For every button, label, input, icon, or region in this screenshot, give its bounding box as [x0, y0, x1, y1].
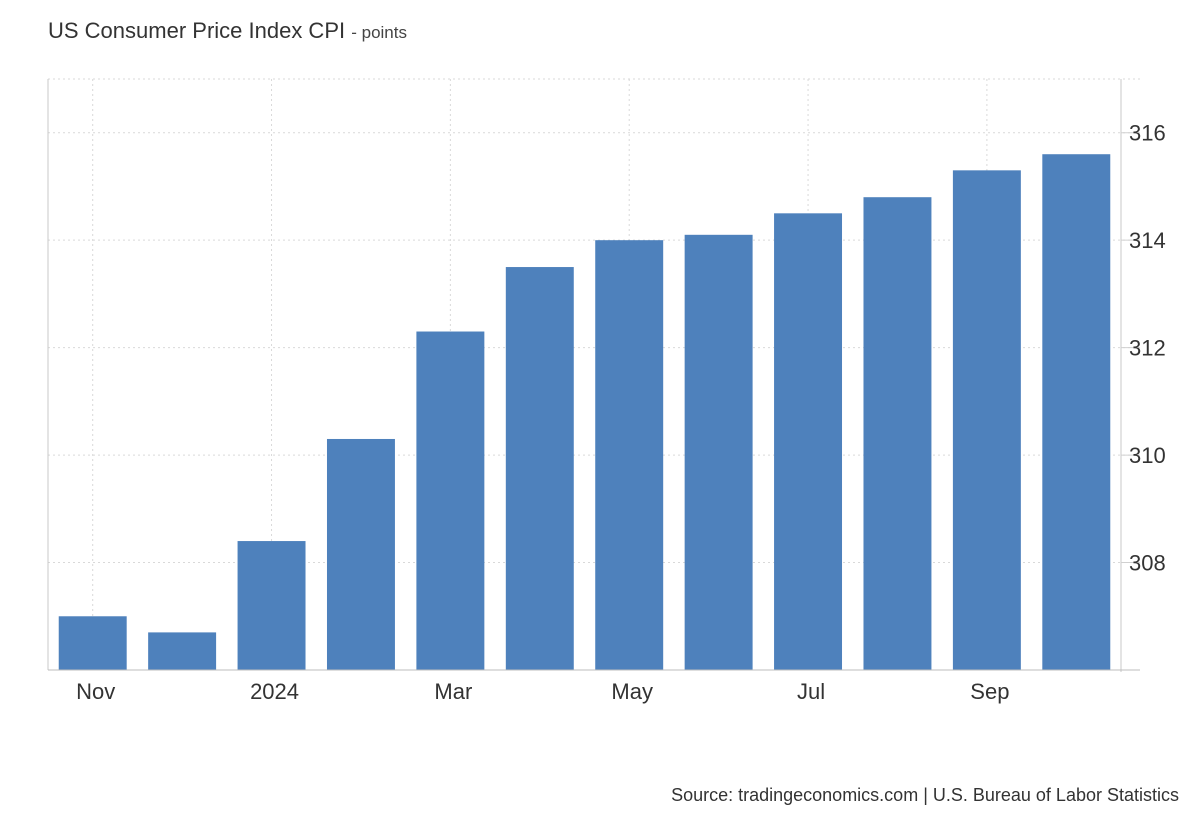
chart-unit: - points	[351, 23, 407, 42]
bar-mar	[416, 331, 485, 670]
bar-dec	[148, 632, 217, 670]
bar-aug	[863, 197, 932, 670]
axes	[47, 79, 1140, 672]
chart-title: US Consumer Price Index CPI - points	[48, 18, 407, 44]
bar-nov	[58, 616, 127, 670]
y-tick-label: 316	[1129, 121, 1166, 146]
bar-jun	[684, 234, 753, 671]
bar-apr	[505, 267, 574, 670]
x-tick-label: Sep	[970, 679, 1009, 704]
x-tick-label: Nov	[76, 679, 115, 704]
chart-title-text: US Consumer Price Index CPI	[48, 18, 346, 43]
x-tick-label: Mar	[434, 679, 472, 704]
x-tick-label: Jul	[797, 679, 825, 704]
bars	[58, 154, 1111, 671]
x-axis-labels: Nov 2024 Mar May Jul Sep	[76, 679, 1009, 704]
bar-2024	[237, 541, 306, 670]
bar-sep	[952, 170, 1021, 670]
x-tick-label: May	[611, 679, 653, 704]
bar-may	[595, 240, 664, 670]
y-tick-label: 310	[1129, 443, 1166, 468]
y-tick-label: 308	[1129, 551, 1166, 576]
bar-feb	[326, 438, 395, 670]
y-tick-label: 314	[1129, 228, 1166, 253]
bar-jul	[774, 213, 843, 670]
x-tick-label: 2024	[250, 679, 299, 704]
y-axis-labels: 308 310 312 314 316	[1129, 121, 1166, 576]
bar-oct	[1042, 154, 1111, 670]
y-tick-label: 312	[1129, 336, 1166, 361]
source-note: Source: tradingeconomics.com | U.S. Bure…	[671, 785, 1179, 805]
